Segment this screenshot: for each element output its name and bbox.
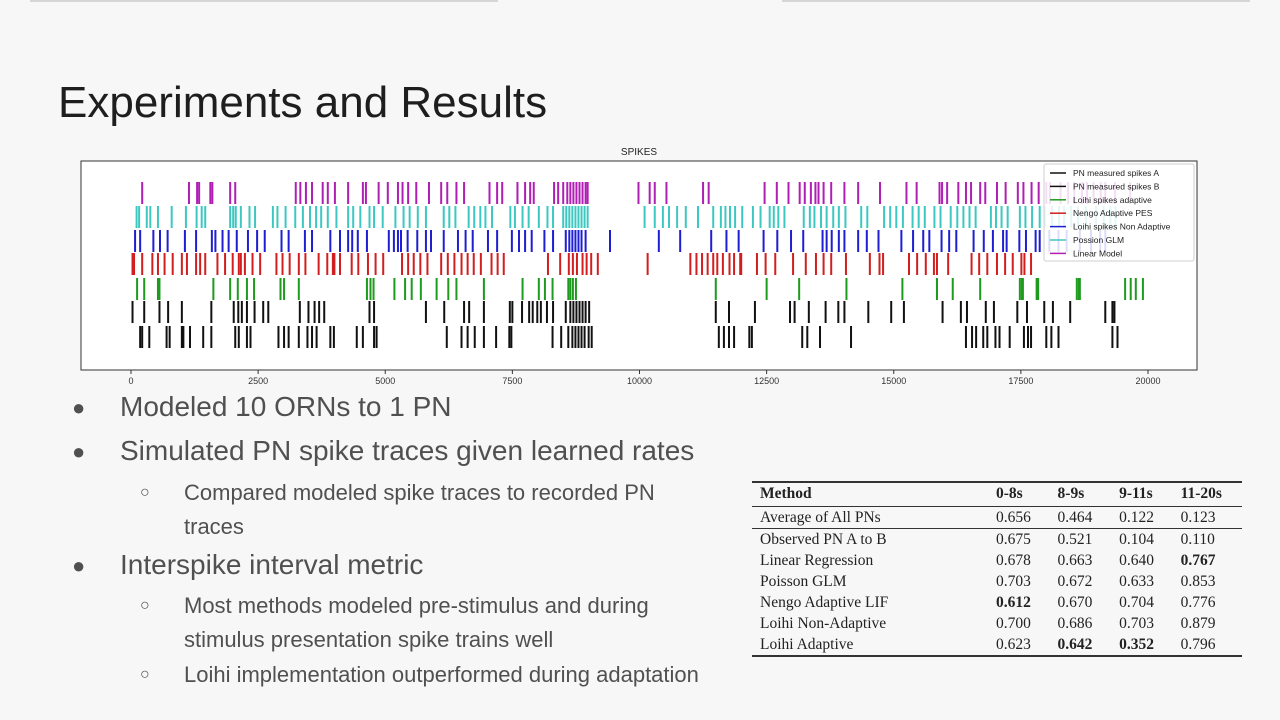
score-cell: 0.675 <box>996 530 1031 548</box>
method-cell: Loihi Non-Adaptive <box>760 614 887 632</box>
sub-bullet-line: Most methods modeled pre-stimulus and du… <box>184 593 649 618</box>
score-cell: 0.767 <box>1180 551 1216 569</box>
table-row: Linear Regression 0.678 0.663 0.640 0.767 <box>752 550 1242 571</box>
score-cell: 0.672 <box>1057 572 1093 590</box>
top-divider-right <box>782 0 1250 2</box>
table-row: Nengo Adaptive LIF 0.612 0.670 0.704 0.776 <box>752 592 1242 613</box>
sub-bullet-circle-icon: ○ <box>140 666 150 683</box>
legend-box <box>1043 163 1195 262</box>
x-tick-label: 17500 <box>1008 376 1033 386</box>
legend-label: Loihi spikes adaptive <box>1073 195 1152 205</box>
score-cell: 0.521 <box>1057 530 1093 548</box>
score-cell: 0.670 <box>1057 593 1093 611</box>
method-cell: Observed PN A to B <box>760 530 887 548</box>
score-cell: 0.642 <box>1049 634 1112 657</box>
bullet-text: Simulated PN spike traces given learned … <box>120 435 695 466</box>
x-tick-label: 20000 <box>1135 376 1160 386</box>
legend-label: Linear Model <box>1073 248 1122 258</box>
header-0-8s: 0-8s <box>988 481 1050 507</box>
score-cell: 0.686 <box>1057 614 1093 632</box>
spike-raster-chart: SPIKES 0 2500 5000 7500 10000 12500 15000 17500… <box>80 147 1198 386</box>
method-cell: Poisson GLM <box>760 572 847 590</box>
series-pn-measured-spikes-a <box>139 326 1119 348</box>
legend-label: Possion GLM <box>1073 235 1124 245</box>
score-cell: 0.640 <box>1119 551 1154 569</box>
score-cell: 0.879 <box>1180 614 1216 632</box>
slide-title: Experiments and Results <box>58 78 548 127</box>
table-row: Loihi Adaptive 0.623 0.642 0.352 0.796 <box>752 634 1242 657</box>
legend-label: Loihi spikes Non Adaptive <box>1073 222 1171 232</box>
score-cell: 0.656 <box>988 506 1050 529</box>
legend-label: PN measured spikes B <box>1073 181 1160 191</box>
header-9-11s: 9-11s <box>1111 481 1173 507</box>
score-cell: 0.700 <box>996 614 1031 632</box>
score-cell: 0.123 <box>1172 506 1242 529</box>
score-cell: 0.776 <box>1180 593 1216 611</box>
score-cell: 0.352 <box>1111 634 1173 657</box>
score-cell: 0.663 <box>1057 551 1093 569</box>
score-cell: 0.623 <box>988 634 1050 657</box>
x-tick-label: 2500 <box>248 376 268 386</box>
x-tick-label: 7500 <box>502 376 522 386</box>
sub-bullet-line: traces <box>184 514 244 539</box>
method-cell: Nengo Adaptive LIF <box>760 593 889 611</box>
sub-bullet-circle-icon: ○ <box>140 597 150 614</box>
sub-bullet-most-methods: ○ Most methods modeled pre-stimulus and … <box>140 589 649 657</box>
bullet-dot-icon: ● <box>72 553 86 578</box>
score-cell: 0.704 <box>1119 593 1154 611</box>
table-row: Average of All PNs 0.656 0.464 0.122 0.123 <box>752 506 1242 529</box>
series-possion-glm <box>135 206 1117 228</box>
top-divider-left <box>30 0 498 2</box>
x-tick-label: 12500 <box>754 376 779 386</box>
score-cell: 0.678 <box>996 551 1031 569</box>
method-cell: Linear Regression <box>760 551 874 569</box>
x-tick-label: 15000 <box>881 376 906 386</box>
series-nengo-adaptive-pes <box>131 253 1033 275</box>
score-cell: 0.796 <box>1172 634 1242 657</box>
sub-bullet-circle-icon: ○ <box>140 484 150 501</box>
legend-label: PN measured spikes A <box>1073 168 1159 178</box>
score-cell: 0.853 <box>1180 572 1216 590</box>
table-row: Observed PN A to B 0.675 0.521 0.104 0.110 <box>752 529 1242 551</box>
chart-title: SPIKES <box>621 147 657 158</box>
method-cell: Loihi Adaptive <box>752 634 988 657</box>
x-tick-label: 10000 <box>627 376 652 386</box>
sub-bullet-line: stimulus presentation spike trains well <box>184 627 554 652</box>
score-cell: 0.703 <box>1119 614 1154 632</box>
table-row: Poisson GLM 0.703 0.672 0.633 0.853 <box>752 571 1242 592</box>
bullet-text: Interspike interval metric <box>120 549 424 580</box>
table-row: Loihi Non-Adaptive 0.700 0.686 0.703 0.879 <box>752 613 1242 634</box>
header-8-9s: 8-9s <box>1049 481 1112 507</box>
series-loihi-spikes-adaptive <box>136 278 1144 300</box>
legend-label: Nengo Adaptive PES <box>1073 208 1153 218</box>
bullet-dot-icon: ● <box>72 439 86 464</box>
table-header-row: Method 0-8s 8-9s 9-11s 11-20s <box>752 481 1242 507</box>
score-cell: 0.110 <box>1180 530 1215 548</box>
header-method: Method <box>752 481 988 507</box>
sub-bullet-line: Loihi implementation outperformed during… <box>184 662 699 687</box>
sub-bullet-loihi: ○ Loihi implementation outperformed duri… <box>140 658 699 692</box>
score-cell: 0.122 <box>1111 506 1173 529</box>
results-table: Method 0-8s 8-9s 9-11s 11-20s Average of… <box>752 481 1242 657</box>
score-cell: 0.464 <box>1049 506 1112 529</box>
sub-bullet-compared: ○ Compared modeled spike traces to recor… <box>140 476 655 544</box>
x-tick-label: 0 <box>128 376 133 386</box>
series-pn-measured-spikes-b <box>131 301 1116 323</box>
x-tick-label: 5000 <box>375 376 395 386</box>
score-cell: 0.104 <box>1119 530 1154 548</box>
score-cell: 0.612 <box>996 593 1031 611</box>
score-cell: 0.703 <box>996 572 1031 590</box>
bullet-simulated: ● Simulated PN spike traces given learne… <box>72 435 695 467</box>
bullet-interspike: ● Interspike interval metric <box>72 549 424 581</box>
method-cell: Average of All PNs <box>752 506 988 529</box>
header-11-20s: 11-20s <box>1172 481 1242 507</box>
score-cell: 0.633 <box>1119 572 1154 590</box>
sub-bullet-line: Compared modeled spike traces to recorde… <box>184 480 655 505</box>
